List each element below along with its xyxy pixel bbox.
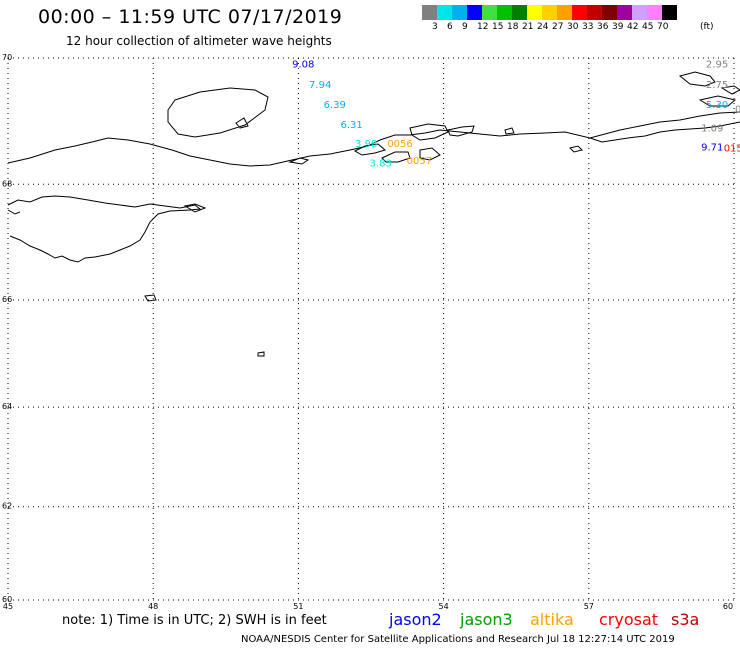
latitude-labels: 70 68 66 64 62 60	[2, 53, 12, 604]
color-legend-label: 33	[582, 22, 594, 32]
latitude-label: 70	[2, 53, 12, 62]
page-subtitle: 12 hour collection of altimeter wave hei…	[66, 34, 332, 48]
color-legend-label: 15	[492, 22, 504, 32]
color-legend-label: 36	[597, 22, 609, 32]
color-legend-label: 27	[552, 22, 564, 32]
color-swatch	[467, 5, 482, 20]
color-legend-label: 70	[657, 22, 669, 32]
wave-height-reading: 6.39	[324, 100, 346, 111]
satellite-legend-item: s3a	[671, 610, 700, 629]
color-legend-label: 6	[447, 22, 453, 32]
satellite-legend-item: altika	[530, 610, 574, 629]
wave-height-reading: 9.08	[292, 59, 314, 70]
footer-note: note: 1) Time is in UTC; 2) SWH is in fe…	[62, 613, 327, 628]
color-swatch	[617, 5, 632, 20]
longitude-label: 54	[439, 602, 449, 611]
coastline-mainland	[7, 111, 740, 263]
color-legend-label: 18	[507, 22, 519, 32]
color-swatch	[527, 5, 542, 20]
wave-height-reading: 0056	[387, 139, 412, 150]
page-title: 00:00 – 11:59 UTC 07/17/2019	[38, 6, 343, 28]
latitude-label: 66	[2, 295, 12, 304]
color-swatch	[422, 5, 437, 20]
wave-height-reading: 2.75	[706, 80, 728, 91]
color-legend-label: 45	[642, 22, 654, 32]
color-swatch	[452, 5, 467, 20]
longitude-label: 60	[723, 602, 733, 611]
wave-height-readings: 9.08 7.94 6.39 6.31 3.98 3.83 0056 0057 2.95 2.75…	[292, 59, 740, 169]
color-swatch	[662, 5, 677, 20]
wave-height-reading: 0151	[724, 144, 740, 155]
wave-height-reading: 1.09	[701, 124, 723, 135]
wave-height-reading: 3.98	[355, 139, 377, 150]
wave-height-reading: 7.94	[309, 80, 331, 91]
wave-height-reading: 0.59	[735, 105, 740, 116]
color-swatch	[437, 5, 452, 20]
wave-height-reading: 9.71	[701, 142, 723, 153]
color-legend-label: 21	[522, 22, 534, 32]
color-swatch	[602, 5, 617, 20]
latitude-label: 68	[2, 179, 12, 188]
longitude-label: 48	[148, 602, 158, 611]
wave-height-reading: 2.95	[706, 59, 728, 70]
color-swatch	[497, 5, 512, 20]
color-legend-label: 3	[432, 22, 438, 32]
latitude-label: 60	[2, 595, 12, 604]
longitude-labels: 45 48 51 54 57 60	[3, 602, 733, 611]
satellite-legend-item: cryosat	[599, 610, 659, 629]
satellite-legend-item: jason2	[389, 610, 442, 629]
longitude-label: 51	[293, 602, 303, 611]
color-swatch	[632, 5, 647, 20]
longitude-label: 57	[584, 602, 594, 611]
longitude-label: 45	[3, 602, 13, 611]
color-legend-label: 39	[612, 22, 624, 32]
latitude-label: 64	[2, 402, 12, 411]
color-legend-unit: (ft)	[700, 22, 714, 32]
wave-height-reading: 6.31	[341, 120, 363, 131]
color-swatch	[587, 5, 602, 20]
color-swatch	[647, 5, 662, 20]
coastline	[7, 71, 740, 357]
wave-height-reading: 3.83	[370, 158, 392, 169]
color-legend-label: 9	[462, 22, 468, 32]
color-swatch	[512, 5, 527, 20]
coastline-islands	[144, 71, 740, 357]
color-swatch	[557, 5, 572, 20]
color-swatch	[482, 5, 497, 20]
satellite-legend-item: jason3	[460, 610, 513, 629]
latitude-label: 62	[2, 502, 12, 511]
footer-credit: NOAA/NESDIS Center for Satellite Applica…	[241, 634, 675, 645]
color-legend-bar	[422, 5, 677, 20]
color-legend-label: 24	[537, 22, 549, 32]
color-swatch	[542, 5, 557, 20]
color-legend-label: 42	[627, 22, 639, 32]
graticule	[7, 57, 735, 601]
color-legend-label: 30	[567, 22, 579, 32]
color-swatch	[572, 5, 587, 20]
color-legend-label: 12	[477, 22, 489, 32]
wave-height-reading: 5.30	[706, 100, 728, 111]
wave-height-reading: 0057	[407, 156, 432, 167]
